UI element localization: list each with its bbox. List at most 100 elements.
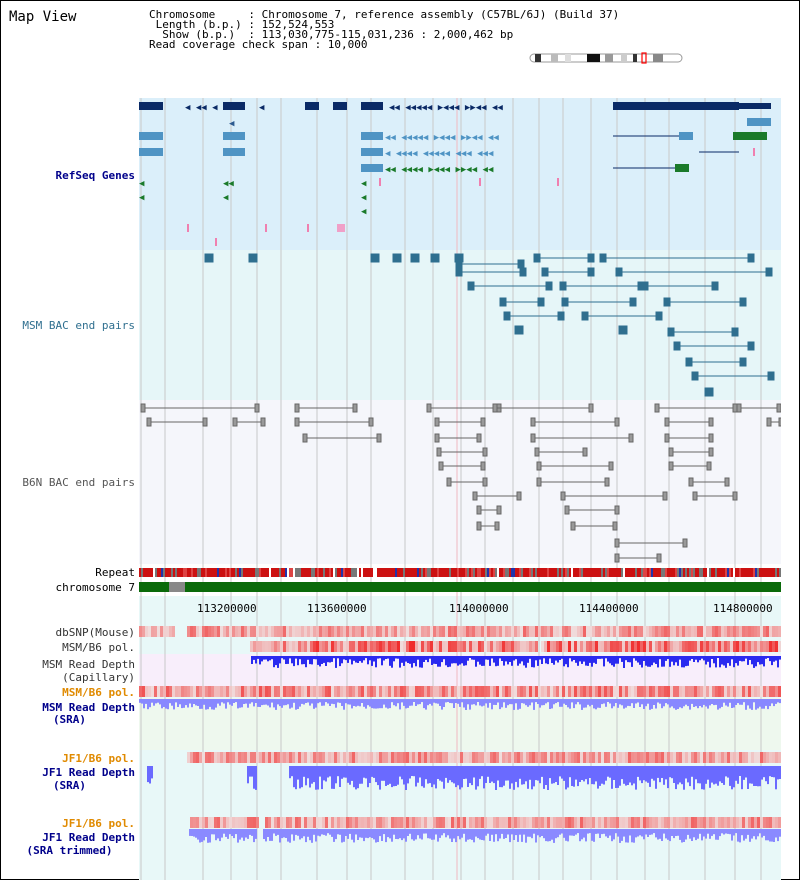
pol-cell <box>733 626 736 637</box>
depth-bar <box>689 829 691 839</box>
depth-bar <box>649 829 651 835</box>
depth-bar <box>517 766 519 788</box>
repeat-segment <box>289 568 291 577</box>
pol-cell <box>664 641 667 652</box>
repeat-segment <box>501 568 503 577</box>
depth-bar <box>199 829 201 843</box>
pol-cell <box>313 626 316 637</box>
bac-end <box>739 357 747 367</box>
depth-bar <box>467 699 469 705</box>
depth-bar <box>569 699 571 709</box>
pol-cell <box>556 686 559 697</box>
pol-cell <box>763 752 766 763</box>
bac-end <box>370 253 380 263</box>
pol-cell <box>481 626 484 637</box>
pol-cell <box>373 817 376 828</box>
b6n-bac-pairs[interactable] <box>140 403 781 563</box>
pol-cell <box>319 626 322 637</box>
pol-cell <box>643 686 646 697</box>
depth-bar <box>365 829 367 838</box>
pol-cell <box>493 641 496 652</box>
pol-cell <box>190 817 193 828</box>
depth-bar <box>679 766 681 783</box>
depth-bar <box>651 656 653 666</box>
depth-bar <box>715 829 717 840</box>
depth-bar <box>709 766 711 788</box>
chromosome-ideogram[interactable] <box>529 52 683 64</box>
depth-bar <box>201 829 203 842</box>
depth-bar <box>283 656 285 660</box>
svg-text:◀◀ ◀◀◀◀ ▶◀◀◀ ▶▶◀◀ ◀◀: ◀◀ ◀◀◀◀ ▶◀◀◀ ▶▶◀◀ ◀◀ <box>385 165 494 175</box>
depth-bar <box>739 766 741 776</box>
pol-cell <box>241 626 244 637</box>
pol-cell <box>331 686 334 697</box>
pol-cell <box>553 626 556 637</box>
pol-cell <box>667 817 670 828</box>
bac-end <box>434 433 440 443</box>
msm-read-depth-cap-label: MSM Read Depth <box>42 658 135 671</box>
depth-bar <box>379 766 381 790</box>
depth-bar <box>443 656 445 660</box>
depth-bar <box>271 656 273 660</box>
depth-bar <box>365 699 367 709</box>
refseq-genes-rows[interactable]: ◀ ◀◀ ◀◀◀◀◀ ▶◀◀◀ ▶▶◀◀ ◀◀ ◀ ◀◀◀◀ ◀◀◀◀◀ ◀◀◀… <box>139 118 771 246</box>
depth-bar <box>685 656 687 667</box>
depth-bar <box>519 829 521 835</box>
pol-cell <box>268 817 271 828</box>
pol-cell <box>583 817 586 828</box>
pol-cell <box>379 626 382 637</box>
pol-cell <box>625 817 628 828</box>
repeat-segment <box>351 568 353 577</box>
pol-cell <box>646 641 649 652</box>
pol-cell <box>673 817 676 828</box>
depth-bar <box>579 766 581 782</box>
depth-bar <box>449 766 451 781</box>
pol-cell <box>367 641 370 652</box>
pol-cell <box>664 626 667 637</box>
pol-cell <box>292 752 295 763</box>
depth-bar <box>163 699 165 707</box>
pol-cell <box>736 641 739 652</box>
depth-bar <box>647 766 649 783</box>
pol-cell <box>469 686 472 697</box>
bac-end <box>732 403 738 413</box>
depth-bar <box>397 829 399 840</box>
msm-bac-track-label[interactable]: MSM BAC end pairs <box>22 319 135 332</box>
pol-cell <box>286 626 289 637</box>
depth-bar <box>279 829 281 843</box>
repeat-segment <box>629 568 631 577</box>
pol-cell <box>385 752 388 763</box>
pol-cell <box>454 817 457 828</box>
b6n-bac-track-label[interactable]: B6N BAC end pairs <box>22 476 135 489</box>
pol-cell <box>217 752 220 763</box>
repeat-segment <box>731 568 733 577</box>
pol-cell <box>685 752 688 763</box>
pol-cell <box>361 817 364 828</box>
pol-cell <box>238 626 241 637</box>
pol-cell <box>328 686 331 697</box>
depth-bar <box>249 829 251 835</box>
pol-cell <box>679 641 682 652</box>
repeat-segment <box>231 568 233 577</box>
repeat-segment <box>671 568 673 577</box>
refseq-genes[interactable]: ◀ ◀◀ ◀ ◀ ◀◀ ◀◀◀◀◀ ▶◀◀◀ ▶▶◀◀ ◀◀ <box>139 102 771 113</box>
depth-bar <box>647 829 649 837</box>
depth-bar <box>161 699 163 709</box>
bac-end <box>455 267 463 277</box>
track-canvas[interactable]: ◀ ◀◀ ◀ ◀ ◀◀ ◀◀◀◀◀ ▶◀◀◀ ▶▶◀◀ ◀◀ ◀ ◀◀ ◀◀◀◀… <box>139 0 781 880</box>
depth-bar <box>681 766 683 785</box>
pol-cell <box>250 817 253 828</box>
pol-cell <box>589 817 592 828</box>
repeat-segment <box>489 568 491 577</box>
pol-cell <box>232 817 235 828</box>
pol-cell <box>523 817 526 828</box>
msm-bac-pairs[interactable] <box>204 253 775 397</box>
depth-bar <box>263 656 265 660</box>
repeat-segment <box>557 568 559 577</box>
depth-bar <box>767 829 769 841</box>
depth-bar <box>699 829 701 834</box>
refseq-track-label[interactable]: RefSeq Genes <box>55 169 135 182</box>
pol-cell <box>709 641 712 652</box>
repeat-segment <box>631 568 633 577</box>
depth-bar <box>393 656 395 662</box>
